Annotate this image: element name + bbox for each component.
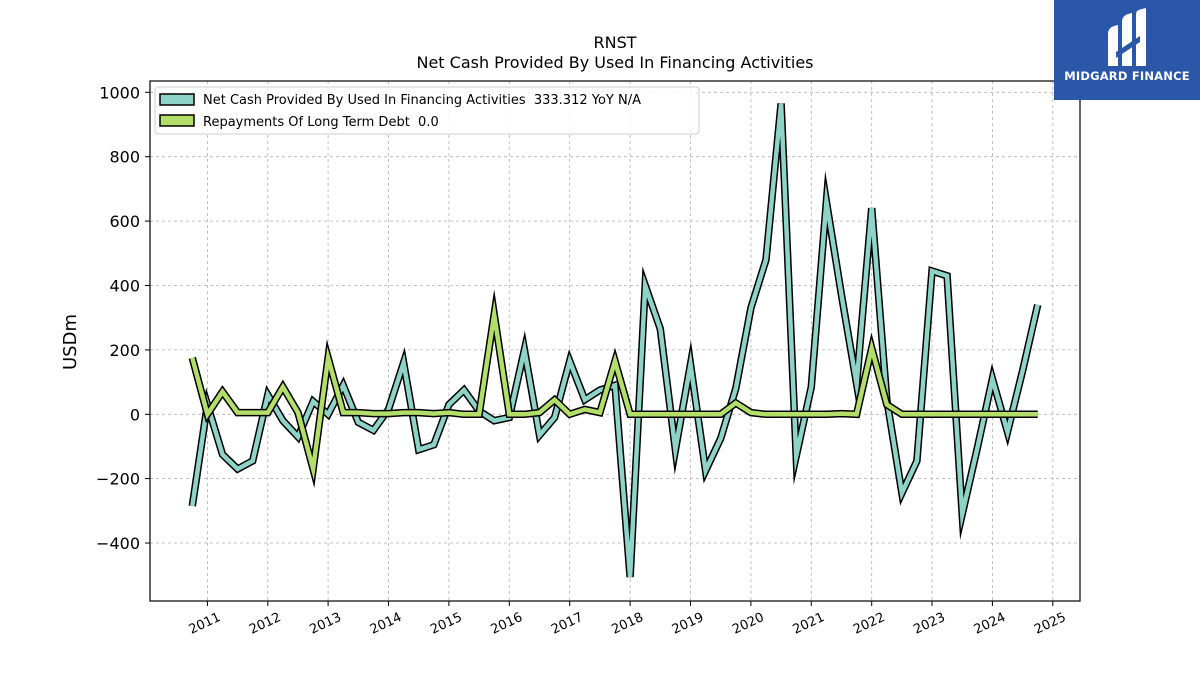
x-tick-label: 2015 <box>428 610 464 638</box>
y-tick-label: −200 <box>96 470 140 489</box>
x-tick-label: 2017 <box>549 610 585 638</box>
y-tick-label: 0 <box>130 405 140 424</box>
series-layer <box>188 103 1042 578</box>
legend-label-repayments: Repayments Of Long Term Debt 0.0 <box>203 115 439 130</box>
chart-title: RNST <box>593 33 636 52</box>
y-tick-label: 800 <box>109 148 140 167</box>
x-tick-label: 2019 <box>670 610 706 638</box>
y-tick-label: 1000 <box>99 83 140 102</box>
logo-mark-icon <box>1108 8 1146 66</box>
logo-text: MIDGARD FINANCE <box>1064 69 1190 83</box>
plot-frame <box>149 80 1081 602</box>
y-tick-label: 600 <box>109 212 140 231</box>
x-tick-label: 2023 <box>911 610 947 638</box>
chart-subtitle: Net Cash Provided By Used In Financing A… <box>416 53 813 72</box>
series-line-1 <box>190 299 1038 481</box>
legend-label-net-cash: Net Cash Provided By Used In Financing A… <box>203 93 641 108</box>
x-tick-label: 2013 <box>307 610 343 638</box>
legend: Net Cash Provided By Used In Financing A… <box>154 86 700 135</box>
x-tick-label: 2024 <box>972 610 1008 638</box>
x-tick-label: 2022 <box>851 610 887 638</box>
x-tick-label: 2016 <box>489 610 525 638</box>
x-tick-label: 2020 <box>730 610 766 638</box>
grid <box>150 81 1080 601</box>
series-line-0 <box>190 103 1040 578</box>
y-axis-label: USDm <box>60 314 81 370</box>
x-tick-label: 2011 <box>187 610 223 638</box>
x-tick-label: 2018 <box>609 610 645 638</box>
legend-swatch-repayments <box>159 114 195 127</box>
y-tick-label: 200 <box>109 341 140 360</box>
y-tick-label: −400 <box>96 534 140 553</box>
legend-box <box>154 86 700 135</box>
x-tick-label: 2014 <box>368 610 404 638</box>
x-tick-label: 2025 <box>1032 610 1068 638</box>
x-tick-label: 2021 <box>791 610 827 638</box>
legend-swatch-net-cash <box>159 93 195 106</box>
series-outline-0 <box>188 103 1042 578</box>
x-tick-label: 2012 <box>247 610 283 638</box>
midgard-finance-logo: MIDGARD FINANCE <box>1054 0 1200 100</box>
y-tick-label: 400 <box>109 277 140 296</box>
